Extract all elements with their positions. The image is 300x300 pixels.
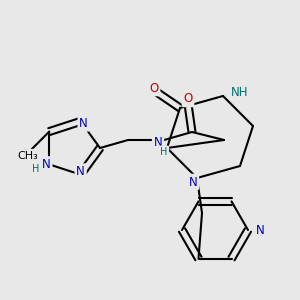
- Text: N: N: [79, 117, 88, 130]
- Text: N: N: [256, 224, 265, 236]
- Text: O: O: [149, 82, 159, 94]
- Text: N: N: [76, 165, 85, 178]
- Text: N: N: [154, 136, 162, 148]
- Text: CH₃: CH₃: [17, 151, 38, 160]
- Text: N: N: [42, 158, 51, 171]
- Text: NH: NH: [231, 85, 248, 98]
- Text: H: H: [160, 147, 168, 157]
- Text: N: N: [189, 176, 197, 188]
- Text: H: H: [32, 164, 39, 175]
- Text: O: O: [183, 92, 193, 106]
